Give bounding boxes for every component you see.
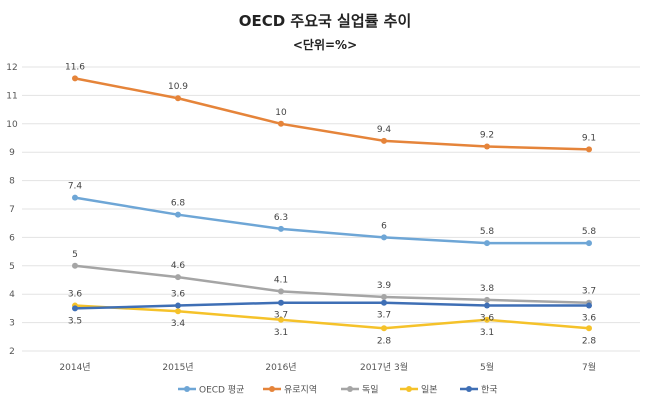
data-label: 3.4 bbox=[171, 319, 186, 329]
x-tick-label: 2015년 bbox=[162, 362, 193, 373]
data-point bbox=[175, 95, 181, 102]
data-point bbox=[72, 75, 78, 82]
x-tick-label: 2016년 bbox=[265, 362, 296, 373]
legend-marker bbox=[269, 386, 275, 392]
data-point bbox=[586, 302, 592, 309]
x-tick-label: 2014년 bbox=[59, 362, 90, 373]
y-tick-label: 12 bbox=[6, 63, 17, 73]
chart-subtitle: <단위=%> bbox=[292, 38, 358, 52]
y-tick-label: 6 bbox=[9, 233, 15, 243]
data-point bbox=[278, 288, 284, 295]
data-label: 3.6 bbox=[171, 290, 186, 300]
data-point bbox=[381, 294, 387, 301]
data-label: 3.8 bbox=[480, 284, 495, 294]
data-point bbox=[381, 299, 387, 306]
legend-label: 한국 bbox=[481, 385, 498, 396]
data-label: 7.4 bbox=[68, 182, 83, 192]
data-label: 9.2 bbox=[480, 131, 494, 141]
series-line bbox=[74, 77, 590, 151]
data-label: 10.9 bbox=[168, 82, 188, 92]
data-point bbox=[484, 240, 490, 247]
y-tick-label: 5 bbox=[9, 262, 15, 272]
legend-label: 일본 bbox=[421, 385, 438, 396]
legend-marker bbox=[347, 386, 353, 392]
data-point bbox=[72, 305, 78, 312]
data-label: 3.6 bbox=[68, 290, 83, 300]
y-tick-label: 8 bbox=[9, 177, 15, 187]
data-point bbox=[586, 146, 592, 153]
y-tick-label: 11 bbox=[6, 91, 17, 101]
data-point bbox=[175, 308, 181, 315]
legend-marker bbox=[184, 386, 190, 392]
x-tick-label: 2017년 3월 bbox=[360, 361, 408, 373]
data-label: 3.7 bbox=[274, 311, 288, 321]
data-label: 10 bbox=[275, 108, 287, 118]
y-tick-label: 3 bbox=[9, 319, 15, 329]
data-point bbox=[381, 137, 387, 144]
x-tick-label: 5월 bbox=[480, 361, 494, 373]
y-tick-label: 10 bbox=[6, 120, 18, 130]
series-line bbox=[74, 264, 590, 304]
data-point bbox=[72, 262, 78, 269]
data-label: 2.8 bbox=[582, 336, 597, 346]
data-label: 4.1 bbox=[274, 275, 288, 285]
data-label: 9.1 bbox=[582, 133, 596, 143]
data-label: 3.7 bbox=[377, 311, 391, 321]
y-tick-label: 7 bbox=[9, 205, 15, 215]
data-point bbox=[72, 194, 78, 201]
data-point bbox=[484, 143, 490, 150]
data-point bbox=[278, 299, 284, 306]
data-label: 11.6 bbox=[65, 62, 85, 72]
data-point bbox=[381, 234, 387, 241]
y-tick-label: 2 bbox=[9, 347, 15, 357]
legend-marker bbox=[406, 386, 412, 392]
data-point bbox=[175, 302, 181, 309]
data-label: 9.4 bbox=[377, 125, 392, 135]
data-point bbox=[175, 274, 181, 281]
data-point bbox=[484, 316, 490, 323]
series-line bbox=[74, 304, 590, 330]
data-point bbox=[278, 316, 284, 323]
legend-marker bbox=[466, 386, 472, 392]
data-point bbox=[278, 120, 284, 127]
data-label: 3.1 bbox=[480, 328, 494, 338]
data-label: 3.1 bbox=[274, 328, 288, 338]
y-tick-label: 9 bbox=[9, 148, 15, 158]
legend-label: 유로지역 bbox=[284, 385, 317, 396]
data-label: 3.6 bbox=[480, 314, 495, 324]
y-tick-label: 4 bbox=[9, 290, 15, 300]
data-point bbox=[586, 325, 592, 332]
data-label: 5.8 bbox=[480, 227, 495, 237]
data-point bbox=[278, 225, 284, 232]
data-label: 3.5 bbox=[68, 316, 82, 326]
data-label: 4.6 bbox=[171, 261, 186, 271]
data-point bbox=[484, 302, 490, 309]
data-label: 3.6 bbox=[582, 314, 597, 324]
series-line bbox=[74, 196, 589, 245]
legend-label: 독일 bbox=[362, 385, 379, 396]
series-line bbox=[74, 301, 589, 310]
data-label: 5.8 bbox=[582, 227, 597, 237]
x-tick-label: 7월 bbox=[582, 361, 596, 373]
data-label: 5 bbox=[72, 250, 78, 260]
data-label: 3.9 bbox=[377, 281, 392, 291]
data-label: 3.7 bbox=[582, 287, 596, 297]
data-label: 6.3 bbox=[274, 213, 288, 223]
data-point bbox=[586, 240, 592, 247]
data-point bbox=[484, 296, 490, 303]
data-label: 6.8 bbox=[171, 199, 186, 209]
chart-title: OECD 주요국 실업률 추이 bbox=[238, 12, 412, 30]
data-point bbox=[381, 325, 387, 332]
data-label: 2.8 bbox=[377, 336, 392, 346]
data-point bbox=[175, 211, 181, 218]
data-label: 6 bbox=[381, 221, 387, 231]
legend-label: OECD 평균 bbox=[199, 385, 244, 396]
